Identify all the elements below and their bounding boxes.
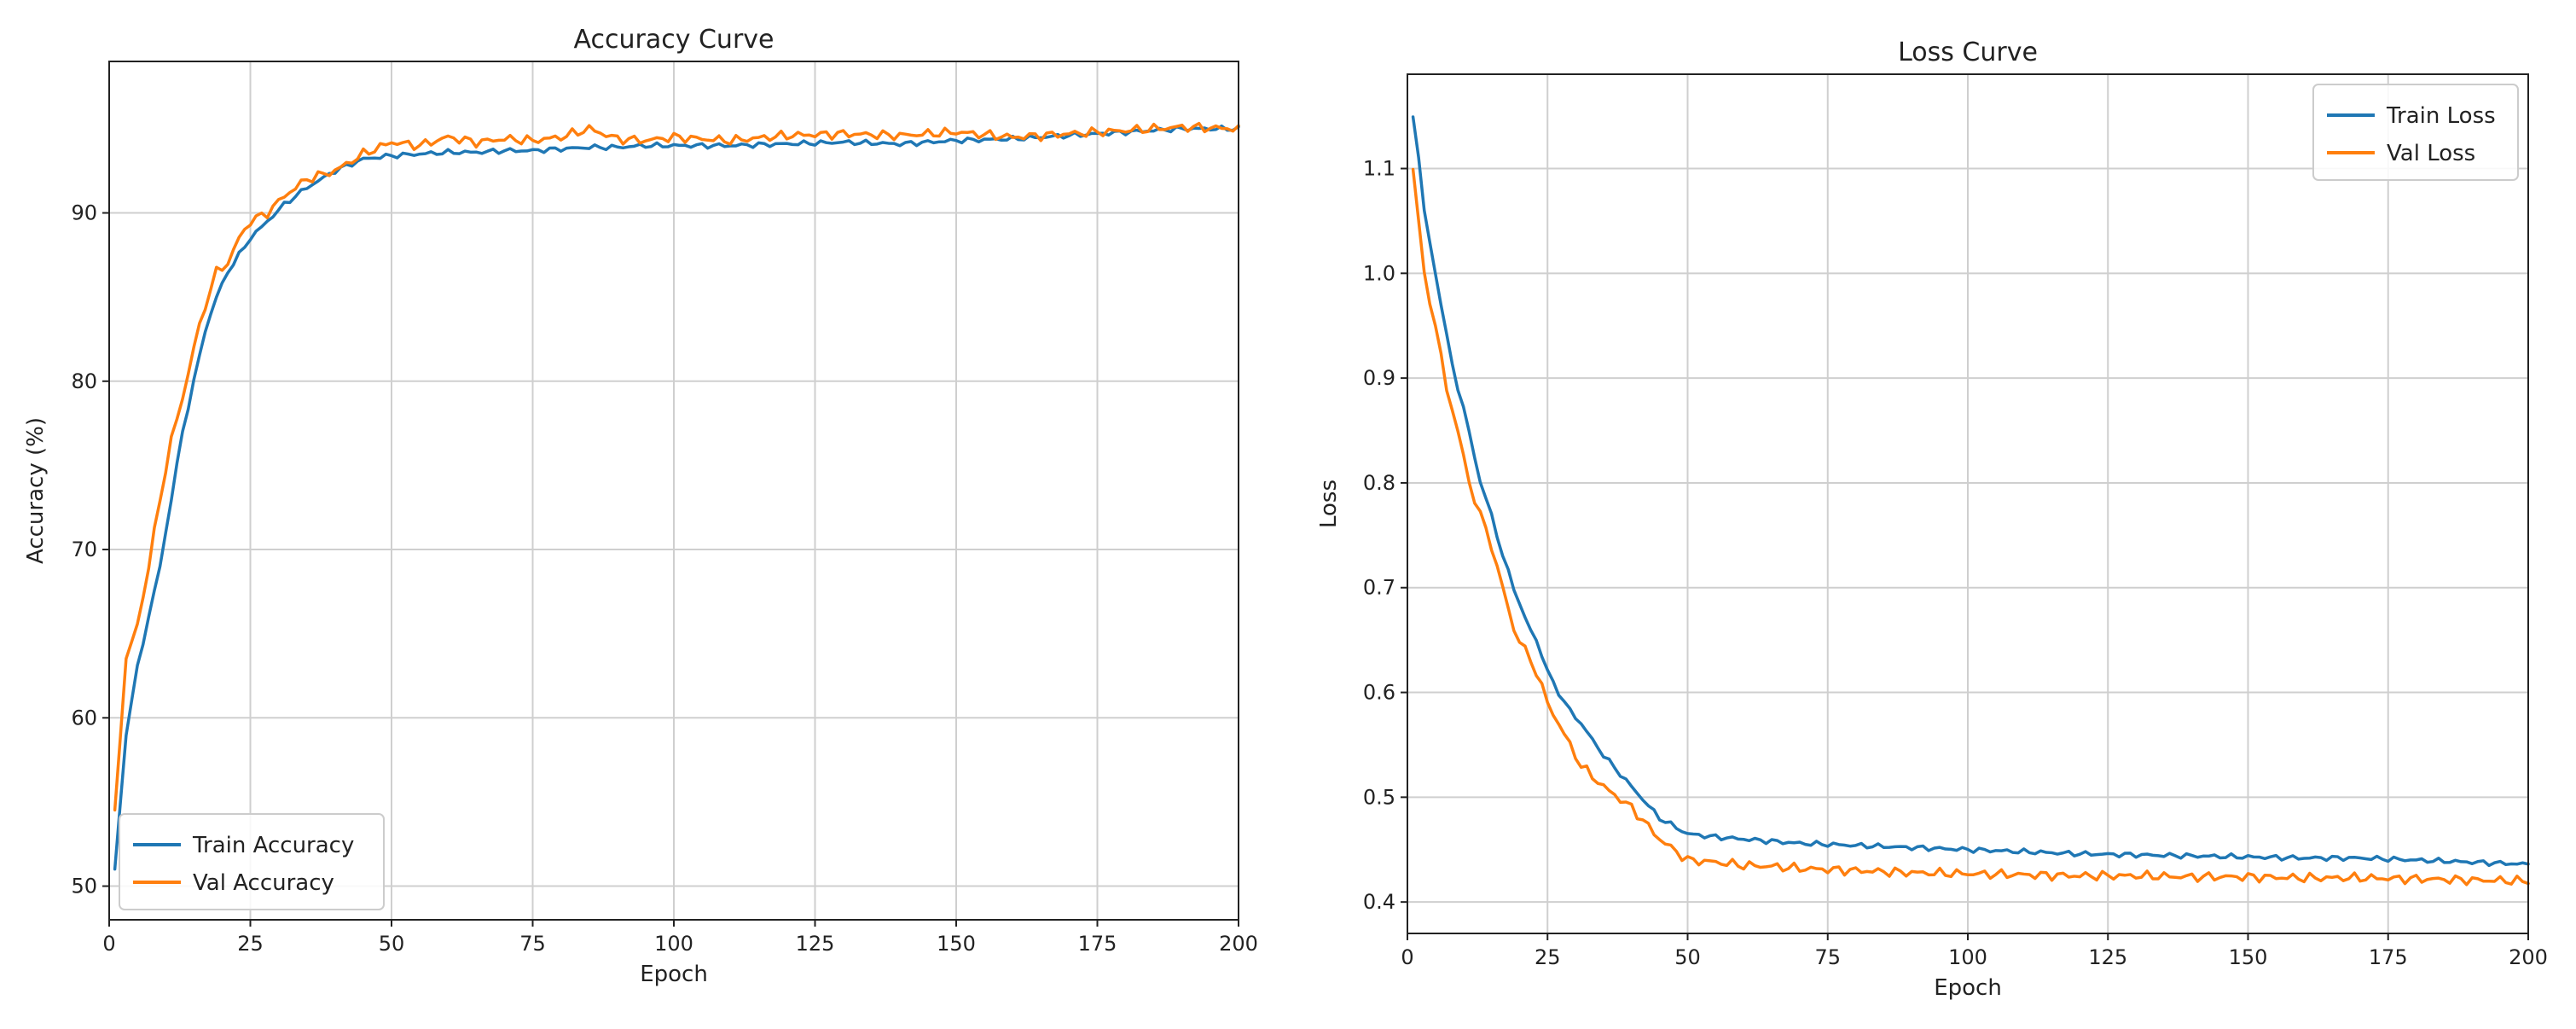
legend-box xyxy=(2312,84,2519,181)
legend-label: Val Accuracy xyxy=(193,870,334,896)
y-axis-label: Accuracy (%) xyxy=(23,417,49,564)
x-tick-label: 175 xyxy=(1078,932,1117,956)
legend-label: Train Accuracy xyxy=(192,833,354,858)
x-tick-label: 100 xyxy=(654,932,693,956)
x-tick-label: 125 xyxy=(796,932,835,956)
series-line-val-loss xyxy=(1411,167,2530,887)
x-tick-label: 100 xyxy=(1948,945,1987,969)
x-tick-label: 150 xyxy=(937,932,976,956)
x-tick-label: 75 xyxy=(1814,945,1841,969)
x-tick-label: 0 xyxy=(102,932,115,956)
accuracy-chart-title: Accuracy Curve xyxy=(573,25,774,55)
y-tick-label: 1.1 xyxy=(1363,157,1395,181)
x-tick-label: 50 xyxy=(1674,945,1701,969)
series-line-val-accuracy xyxy=(113,121,1240,812)
y-tick-label: 0.6 xyxy=(1363,681,1395,705)
legend: Train Accuracy Val Accuracy xyxy=(119,813,385,910)
y-tick-label: 90 xyxy=(71,201,97,225)
y-tick-label: 80 xyxy=(71,369,97,393)
x-tick-label: 175 xyxy=(2369,945,2408,969)
x-tick-label: 200 xyxy=(1219,932,1258,956)
x-axis-label: Epoch xyxy=(640,962,708,987)
x-tick-label: 25 xyxy=(237,932,264,956)
x-tick-label: 0 xyxy=(1401,945,1413,969)
loss-chart: 0 25 50 75 100 125 150 175 200 0.4 0.5 0.6 0.7 0.8 0.9… xyxy=(1316,38,2548,1001)
legend-box xyxy=(119,813,385,910)
loss-chart-title: Loss Curve xyxy=(1898,38,2038,67)
y-tick-label: 0.4 xyxy=(1363,890,1395,914)
x-tick-label: 50 xyxy=(379,932,405,956)
series-line-train-loss xyxy=(1411,115,2530,868)
y-tick-label: 1.0 xyxy=(1363,261,1395,285)
series-line-train-accuracy xyxy=(113,124,1240,871)
legend-label: Train Loss xyxy=(2386,103,2496,129)
x-tick-label: 200 xyxy=(2509,945,2548,969)
y-tick-label: 0.5 xyxy=(1363,785,1395,809)
y-tick-label: 50 xyxy=(71,875,97,898)
y-axis-label: Loss xyxy=(1316,480,1342,528)
legend-label: Val Loss xyxy=(2387,141,2475,166)
x-tick-label: 150 xyxy=(2229,945,2268,969)
accuracy-chart: 0 25 50 75 100 125 150 175 200 50 60 70 80 90 Accuracy… xyxy=(23,25,1258,987)
x-tick-label: 25 xyxy=(1535,945,1561,969)
y-tick-label: 0.9 xyxy=(1363,366,1395,390)
x-tick-label: 75 xyxy=(519,932,546,956)
y-tick-label: 0.8 xyxy=(1363,471,1395,495)
y-tick-label: 0.7 xyxy=(1363,576,1395,600)
legend: Train Loss Val Loss xyxy=(2312,84,2519,181)
x-tick-label: 125 xyxy=(2088,945,2127,969)
x-axis-label: Epoch xyxy=(1934,975,2002,1001)
y-tick-label: 60 xyxy=(71,706,97,730)
y-tick-label: 70 xyxy=(71,538,97,561)
